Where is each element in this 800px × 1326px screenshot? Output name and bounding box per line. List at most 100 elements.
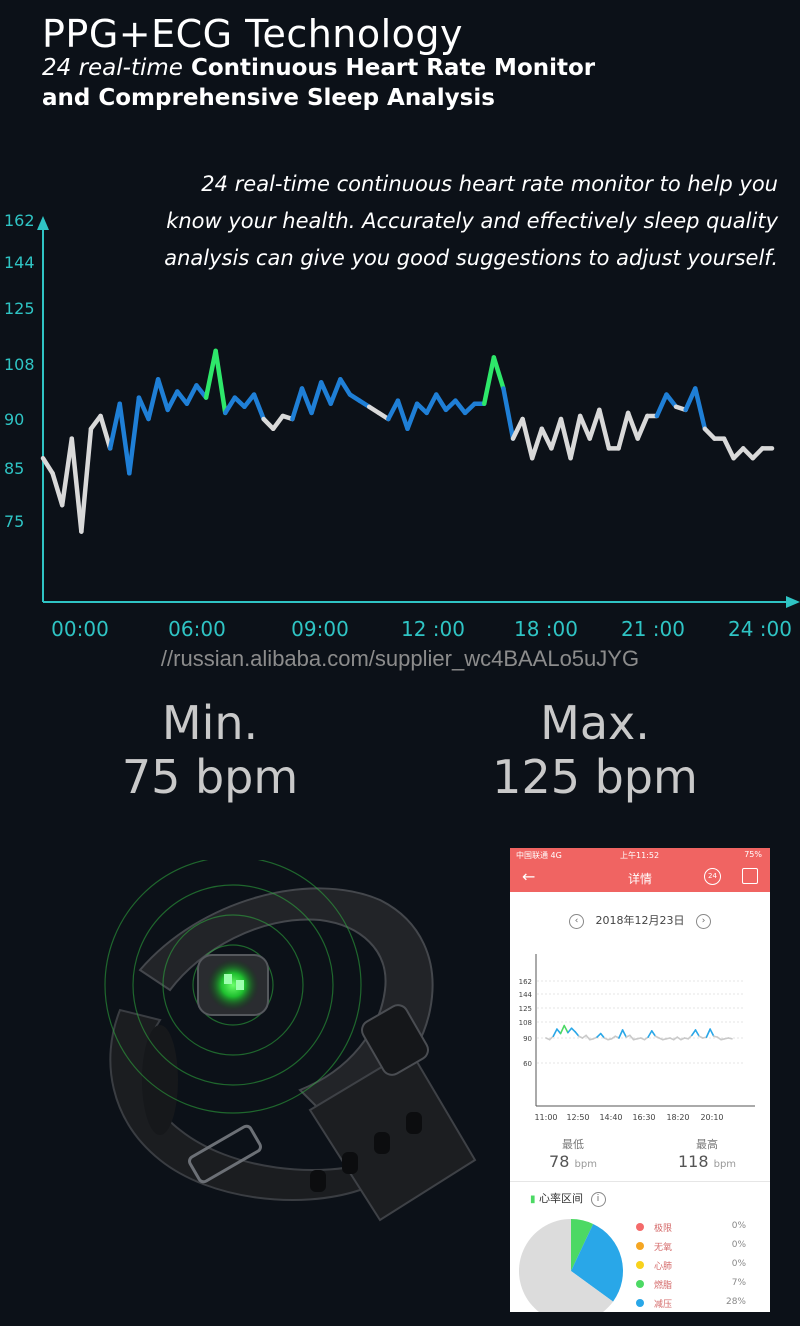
heart-rate-segment [328, 377, 343, 406]
heart-rate-segment [175, 389, 190, 406]
mini-heart-rate-segment [585, 1034, 591, 1041]
heart-rate-segment [702, 426, 717, 441]
zone-percent: 7% [731, 1278, 746, 1288]
heart-rate-segment [184, 383, 199, 406]
heart-rate-segment [510, 416, 525, 441]
prev-day-chevron-icon[interactable]: ‹ [569, 913, 584, 929]
mini-heart-rate-segment [687, 1034, 693, 1040]
heart-rate-segment [740, 446, 756, 461]
pie-slice [571, 1219, 594, 1271]
heart-rate-segment [481, 355, 497, 406]
heart-rate-segment [520, 416, 535, 461]
description: 24 real-time continuous heart rate monit… [138, 166, 778, 277]
heart-rate-segment [587, 407, 602, 441]
heart-rate-segment [683, 386, 698, 413]
x-tick-label: 12 :00 [401, 617, 465, 641]
x-tick-label: 21 :00 [621, 617, 685, 641]
mini-heart-rate-segment [694, 1029, 700, 1038]
bar-chart-icon: ▮ [530, 1194, 536, 1205]
heart-rate-segment [721, 436, 736, 461]
next-day-chevron-icon[interactable]: › [696, 913, 711, 929]
x-tick-label: 18 :00 [514, 617, 578, 641]
heart-rate-segment [395, 398, 410, 432]
calendar-icon[interactable] [742, 868, 758, 884]
zone-name: 极限 [654, 1224, 673, 1234]
heart-rate-segment [59, 436, 75, 508]
mini-heart-rate-segment [599, 1032, 606, 1039]
heart-rate-segment [539, 426, 554, 451]
back-arrow-icon[interactable]: ← [522, 867, 536, 886]
watermark-url: //russian.alibaba.com/supplier_wc4BAALo5… [160, 646, 640, 671]
mini-x-tick-label: 20:10 [700, 1113, 723, 1122]
description-line-2: know your health. Accurately and effecti… [166, 209, 778, 233]
divider [510, 1181, 770, 1182]
mini-heart-rate-segment [596, 1032, 602, 1038]
heart-rate-segment [213, 348, 228, 416]
zone-color-dot [636, 1299, 644, 1307]
zone-legend-row: 燃脂 7% [636, 1278, 756, 1291]
date-selector: ‹ 2018年12月23日 › [510, 912, 770, 929]
zone-name: 燃脂 [654, 1281, 673, 1291]
nav-title: 详情 [627, 872, 652, 886]
zone-title-text: 心率区间 [539, 1192, 584, 1205]
zone-percent: 0% [731, 1221, 746, 1231]
status-bar: 中国联通 4G 上午11:52 75% [510, 848, 770, 862]
phone-min-label: 最低 [562, 1138, 584, 1151]
zone-color-dot [636, 1242, 644, 1250]
green-led-sensor-icon [207, 959, 259, 1011]
mini-x-tick-label: 18:20 [666, 1113, 689, 1122]
x-tick-label: 24 :00 [728, 617, 792, 641]
24h-icon[interactable]: 24 [704, 868, 721, 885]
mini-heart-rate-segment [570, 1027, 576, 1033]
fitness-band-image [104, 860, 477, 1222]
zone-legend-row: 减压 28% [636, 1297, 756, 1310]
heart-rate-segment [127, 395, 142, 476]
phone-max-unit: bpm [713, 1159, 737, 1170]
heart-rate-segment [98, 413, 113, 451]
heart-rate-zone-pie [519, 1219, 623, 1312]
y-tick-label: 90 [4, 410, 24, 429]
x-tick-label: 06:00 [168, 617, 226, 641]
heart-rate-segment [261, 416, 276, 432]
heart-rate-segment [318, 380, 334, 406]
heart-rate-segment [625, 410, 640, 441]
heart-rate-segment [529, 426, 545, 461]
heart-rate-segment [664, 392, 679, 410]
description-line-3: analysis can give you good suggestions t… [164, 246, 778, 270]
mini-x-tick-label: 16:30 [632, 1113, 655, 1122]
info-icon[interactable]: i [590, 1191, 606, 1207]
mini-heart-rate-segment [548, 1035, 555, 1041]
zone-legend-row: 心肺 0% [636, 1259, 756, 1272]
zone-legend-row: 无氧 0% [636, 1240, 756, 1253]
pie-slice [519, 1219, 614, 1312]
heart-rate-segment [40, 455, 55, 476]
phone-min-stat: 最低 78 bpm [528, 1136, 618, 1171]
heart-rate-segment [654, 392, 669, 419]
y-tick-label: 125 [4, 299, 35, 318]
y-tick-label: 85 [4, 459, 24, 478]
mini-y-tick-label: 90 [523, 1035, 532, 1043]
heart-rate-segment [251, 392, 266, 422]
phone-max-stat: 最高 118 bpm [662, 1136, 752, 1171]
x-tick-label: 09:00 [291, 617, 349, 641]
mini-y-tick-label: 60 [523, 1060, 532, 1068]
mini-heart-rate-segment [629, 1034, 635, 1041]
x-axis-arrow-icon [786, 596, 800, 608]
status-time: 上午11:52 [620, 851, 660, 860]
mini-heart-rate-segment [559, 1024, 566, 1035]
heart-rate-segment [290, 386, 305, 422]
heart-rate-segment [223, 395, 238, 416]
heart-rate-zone-title: ▮ 心率区间 i [530, 1190, 606, 1207]
heart-rate-segment [50, 471, 65, 508]
mini-heart-rate-segment [621, 1029, 628, 1038]
band-sensor-body [142, 1025, 178, 1135]
heart-rate-segment [69, 436, 84, 534]
led-1 [224, 974, 232, 984]
phone-max-value-row: 118 bpm [662, 1152, 752, 1171]
heart-rate-segment [635, 413, 650, 441]
mini-y-tick-label: 125 [519, 1005, 532, 1013]
heart-rate-segment [549, 416, 564, 451]
heart-rate-segment [270, 413, 286, 432]
heart-rate-segment [731, 446, 746, 461]
heart-rate-segment [299, 386, 314, 416]
